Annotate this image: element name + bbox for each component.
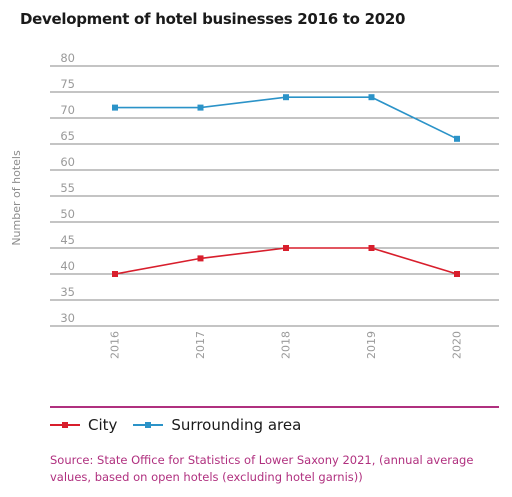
y-tick-label: 40 xyxy=(60,259,75,273)
series-0 xyxy=(112,245,460,277)
y-tick-label: 30 xyxy=(60,311,75,325)
series-layer xyxy=(112,94,460,277)
data-point xyxy=(368,94,375,101)
x-tick-label: 2020 xyxy=(451,331,464,359)
legend-item: Surrounding area xyxy=(133,416,301,434)
y-tick-label: 65 xyxy=(60,129,75,143)
data-point xyxy=(112,104,118,111)
gridlines xyxy=(50,65,499,327)
y-tick-label: 45 xyxy=(60,233,75,247)
data-point xyxy=(197,104,204,111)
y-axis-ticks: 30 35 40 45 50 55 60 65 70 75 80 xyxy=(60,51,75,325)
data-point xyxy=(197,255,204,262)
legend-swatch xyxy=(133,420,164,430)
x-tick-label: 2018 xyxy=(280,331,293,359)
source-note: Source: State Office for Statistics of L… xyxy=(50,453,474,484)
y-tick-label: 70 xyxy=(60,103,75,117)
legend-label: Surrounding area xyxy=(171,416,302,434)
y-tick-label: 80 xyxy=(60,51,75,65)
data-point xyxy=(283,245,289,251)
y-tick-label: 50 xyxy=(60,207,75,221)
legend: City Surrounding area xyxy=(50,416,301,434)
data-point xyxy=(283,94,289,101)
legend-item: City xyxy=(50,416,117,434)
data-point xyxy=(368,245,375,251)
y-axis-label: Number of hotels xyxy=(10,150,23,246)
y-tick-label: 60 xyxy=(60,155,75,169)
data-point xyxy=(454,135,460,142)
data-point xyxy=(454,271,460,277)
y-tick-label: 75 xyxy=(60,77,75,91)
series-1 xyxy=(112,94,460,142)
x-tick-label: 2016 xyxy=(109,331,122,359)
chart-title: Development of hotel businesses 2016 to … xyxy=(20,10,406,28)
x-axis-ticks: 2016 2017 2018 2019 2020 xyxy=(109,331,464,359)
x-tick-label: 2019 xyxy=(365,331,378,359)
legend-swatch xyxy=(50,420,80,430)
y-tick-label: 35 xyxy=(60,285,75,299)
legend-label: City xyxy=(88,416,118,434)
y-tick-label: 55 xyxy=(60,181,75,195)
series-line xyxy=(114,247,458,275)
legend-divider xyxy=(50,406,499,408)
data-point xyxy=(112,271,118,277)
x-tick-label: 2017 xyxy=(194,331,207,359)
